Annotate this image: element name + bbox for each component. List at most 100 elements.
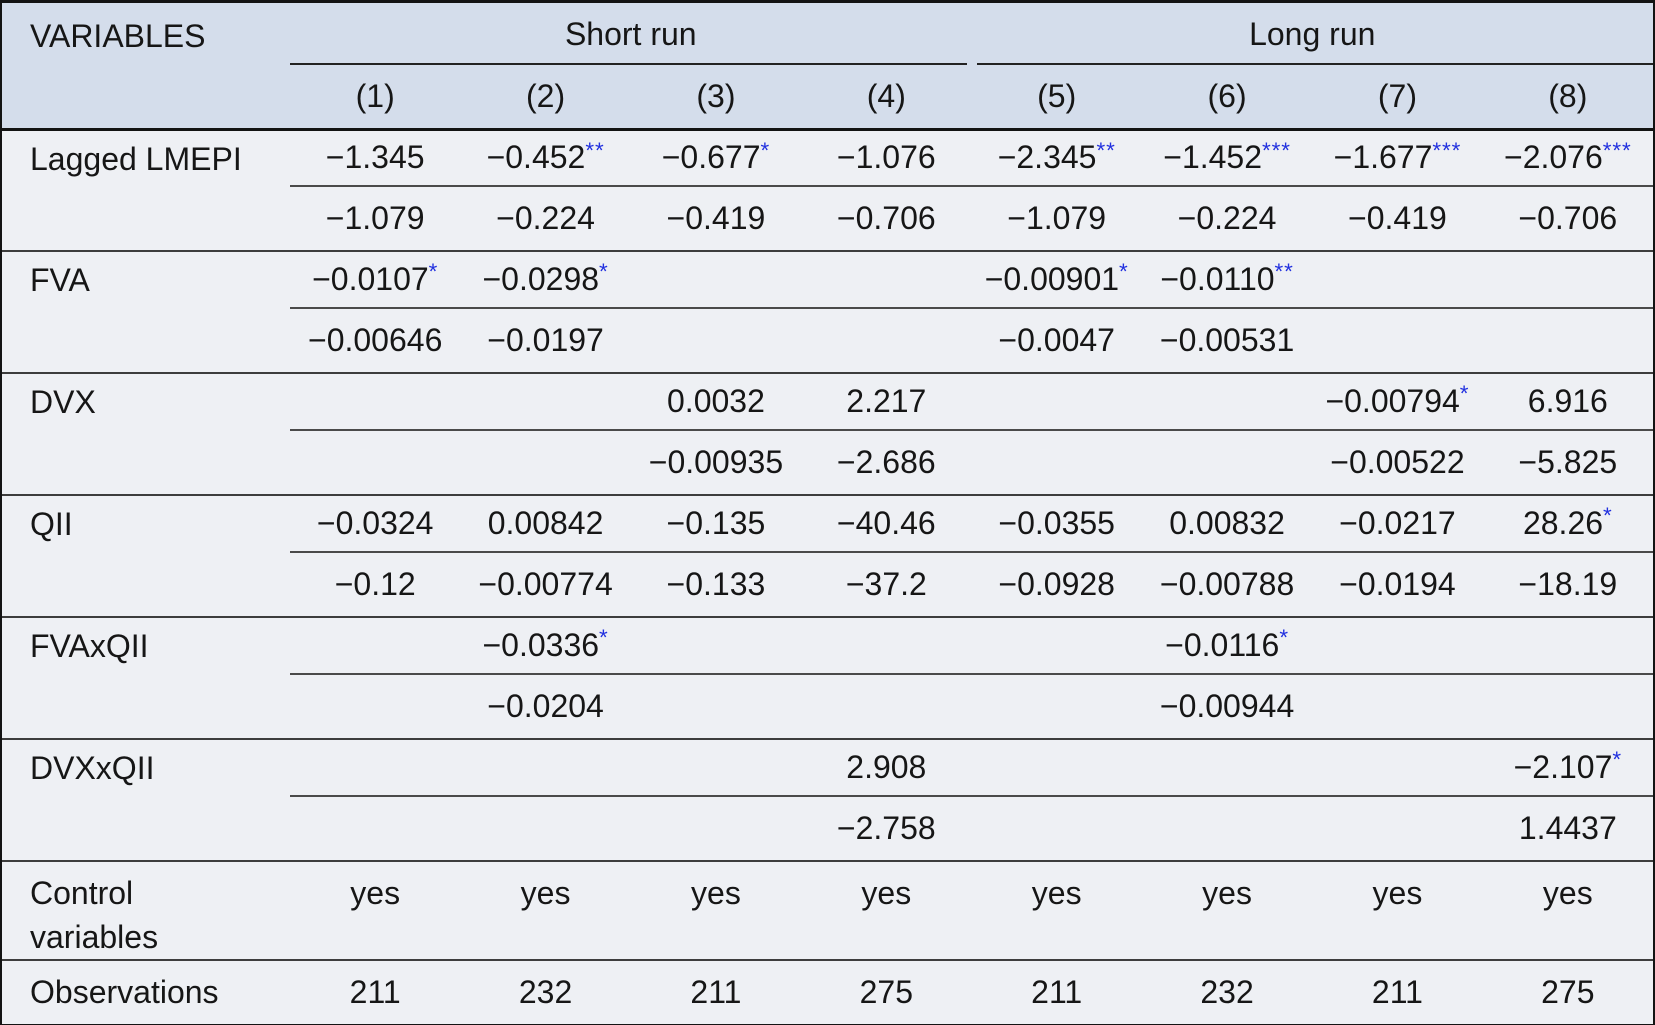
control-cell: yes: [350, 875, 401, 911]
column-header: (7): [1377, 77, 1417, 114]
coef-cell: [460, 373, 631, 431]
coef-cell: 0.00842: [460, 495, 631, 553]
se-cell: −37.2: [845, 566, 927, 602]
se-cell: −0.00788: [1159, 566, 1295, 602]
variable-label: DVX: [30, 384, 96, 420]
variable-label: QII: [30, 506, 73, 542]
control-cell: yes: [691, 875, 741, 911]
control-cell: yes: [520, 875, 571, 911]
coef-cell: [971, 617, 1142, 675]
coef-cell: [1482, 251, 1653, 309]
se-cell: [631, 308, 801, 373]
coef-cell: 0.0032: [630, 373, 802, 431]
significance-stars: **: [585, 137, 605, 163]
coef-cell: [1312, 251, 1483, 309]
significance-stars: *: [760, 137, 771, 163]
significance-stars: *: [1119, 259, 1129, 285]
column-header: (4): [866, 77, 906, 114]
coef-cell: [630, 739, 802, 797]
se-cell: [1312, 308, 1482, 373]
standard-error-row: −0.00935 −2.686 −0.00522 −5.825: [2, 430, 1653, 495]
se-cell: −0.706: [1518, 200, 1618, 236]
se-cell: [972, 796, 1142, 861]
se-cell: −2.686: [836, 444, 936, 480]
coef-cell: −2.076***: [1482, 129, 1653, 187]
significance-stars: *: [599, 625, 609, 651]
se-cell: [1483, 674, 1653, 739]
column-header: (3): [696, 77, 736, 114]
coef-cell: −1.452***: [1141, 129, 1313, 187]
significance-stars: ***: [1432, 137, 1462, 163]
se-cell: −0.706: [836, 200, 936, 236]
significance-stars: ***: [1602, 137, 1632, 163]
column-header: (2): [526, 77, 566, 114]
coef-cell: −0.0298*: [460, 251, 631, 309]
se-cell: [1142, 796, 1312, 861]
se-cell: −0.0204: [487, 688, 604, 724]
coef-cell: −2.107*: [1482, 739, 1653, 797]
coef-cell: −0.0217: [1312, 495, 1483, 553]
observations-cell: 211: [1031, 974, 1083, 1010]
significance-stars: *: [1603, 503, 1613, 529]
significance-stars: ***: [1262, 137, 1291, 163]
se-cell: −0.00944: [1159, 688, 1295, 724]
coef-cell: [1141, 739, 1313, 797]
observations-cell: 232: [1200, 974, 1254, 1010]
significance-stars: *: [1612, 747, 1622, 773]
se-cell: −0.0928: [998, 566, 1115, 602]
coef-cell: −0.677*: [630, 129, 802, 187]
se-cell: [460, 796, 630, 861]
observations-label: Observations: [30, 974, 219, 1010]
se-cell: [801, 308, 971, 373]
se-cell: −1.079: [1007, 200, 1107, 236]
variable-label: Lagged LMEPI: [30, 140, 242, 177]
variables-header: VARIABLES: [30, 18, 206, 54]
coef-cell: [1312, 739, 1483, 797]
coefficient-row: FVA −0.0107* −0.0298* −0.00901* −0.0110*…: [2, 251, 1653, 309]
coef-cell: −0.452**: [460, 129, 631, 187]
variable-group-lagged-lmepi: Lagged LMEPI −1.345 −0.452** −0.677* −1.…: [2, 129, 1653, 251]
significance-stars: *: [1279, 625, 1289, 651]
se-cell: [1312, 674, 1482, 739]
control-cell: yes: [1202, 875, 1252, 911]
coef-cell: −0.135: [630, 495, 802, 553]
coef-cell: [801, 251, 972, 309]
control-cell: yes: [1542, 875, 1593, 911]
variable-label: DVXxQII: [30, 750, 155, 786]
se-cell: −0.12: [334, 566, 416, 602]
significance-stars: *: [1459, 381, 1470, 407]
variable-group-fvaxqii: FVAxQII −0.0336* −0.0116* −0.0204 −0.009…: [2, 617, 1653, 739]
coefficient-row: QII −0.0324 0.00842 −0.135 −40.46 −0.035…: [2, 495, 1653, 553]
se-cell: [290, 674, 460, 739]
variable-label: FVAxQII: [30, 628, 149, 664]
significance-stars: **: [1274, 259, 1294, 285]
long-run-group-header: Long run: [972, 3, 1654, 65]
se-cell: −0.0197: [487, 322, 604, 358]
coef-cell: −40.46: [801, 495, 972, 553]
short-run-group-header: Short run: [290, 3, 972, 65]
se-cell: −0.224: [1177, 200, 1277, 236]
column-number-row: (1) (2) (3) (4) (5) (6) (7) (8): [2, 65, 1653, 129]
variable-label: FVA: [30, 262, 90, 298]
coef-cell: −0.00794*: [1312, 373, 1483, 431]
coef-cell: −1.345: [290, 129, 461, 187]
se-cell: [631, 796, 801, 861]
se-cell: [290, 430, 460, 495]
coef-cell: [801, 617, 972, 675]
observations-cell: 275: [859, 974, 913, 1010]
se-cell: −0.00774: [478, 566, 613, 602]
observations-row: Observations 211 232 211 275 211 232 211…: [2, 960, 1653, 1024]
standard-error-row: −1.079 −0.224 −0.419 −0.706 −1.079 −0.22…: [2, 186, 1653, 251]
se-cell: [972, 430, 1142, 495]
coef-cell: [1312, 617, 1483, 675]
se-cell: −0.00935: [648, 444, 784, 480]
se-cell: −0.419: [666, 200, 766, 236]
standard-error-row: −2.758 1.4437: [2, 796, 1653, 861]
significance-stars: **: [1096, 137, 1116, 163]
coef-cell: −0.0110**: [1141, 251, 1313, 309]
coef-cell: [971, 739, 1142, 797]
observations-section: Observations 211 232 211 275 211 232 211…: [2, 960, 1653, 1024]
coef-cell: [460, 739, 631, 797]
se-cell: −2.758: [836, 810, 936, 846]
